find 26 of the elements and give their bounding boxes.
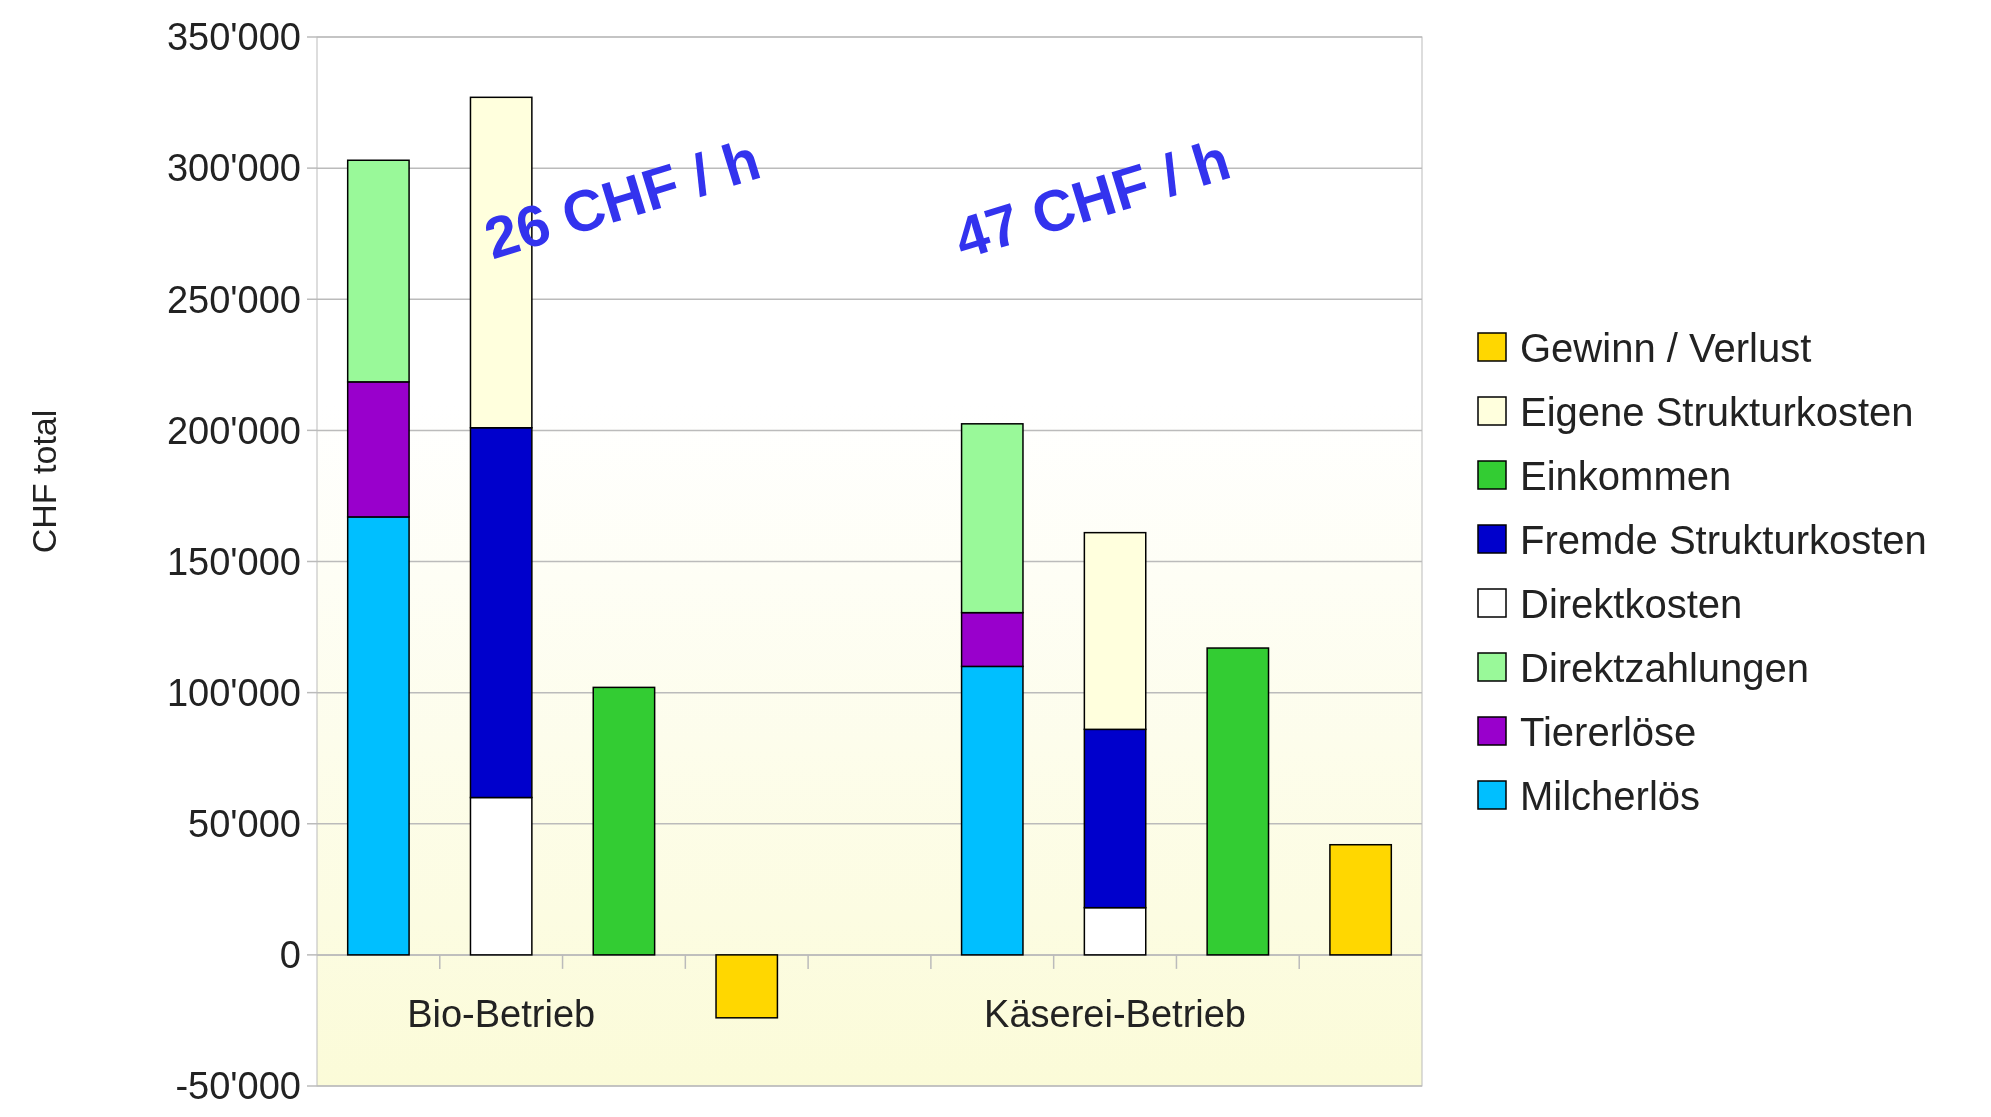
y-tick-label: 250'000 <box>166 278 301 321</box>
y-tick-label: 150'000 <box>166 540 301 583</box>
y-tick-label: 350'000 <box>166 16 301 59</box>
legend-label: Einkommen <box>1520 454 1732 498</box>
legend-label: Direktkosten <box>1520 582 1743 626</box>
x-tick-label: Käserei-Betrieb <box>984 992 1247 1035</box>
bar <box>715 954 779 1019</box>
legend-label: Milcherlös <box>1520 774 1701 818</box>
bar <box>1329 843 1393 956</box>
y-tick-label: 0 <box>279 934 301 977</box>
legend-label: Direktzahlungen <box>1520 646 1810 690</box>
x-tick-label: Bio-Betrieb <box>407 992 596 1035</box>
y-tick-label: -50'000 <box>175 1065 301 1108</box>
bar <box>1206 647 1270 956</box>
y-tick-label: 100'000 <box>166 671 301 714</box>
annotation: 47 CHF / h <box>946 125 1238 271</box>
legend-label: Fremde Strukturkosten <box>1520 518 1927 562</box>
legend-label: Gewinn / Verlust <box>1520 326 1812 370</box>
y-tick-label: 200'000 <box>166 409 301 452</box>
annotation: 26 CHF / h <box>476 125 768 271</box>
legend-label: Tiererlöse <box>1520 710 1697 754</box>
y-tick-label: 50'000 <box>188 803 301 846</box>
y-axis-title: CHF total <box>25 409 63 554</box>
y-tick-label: 300'000 <box>166 147 301 190</box>
bar <box>592 686 656 956</box>
legend-label: Eigene Strukturkosten <box>1520 390 1914 434</box>
